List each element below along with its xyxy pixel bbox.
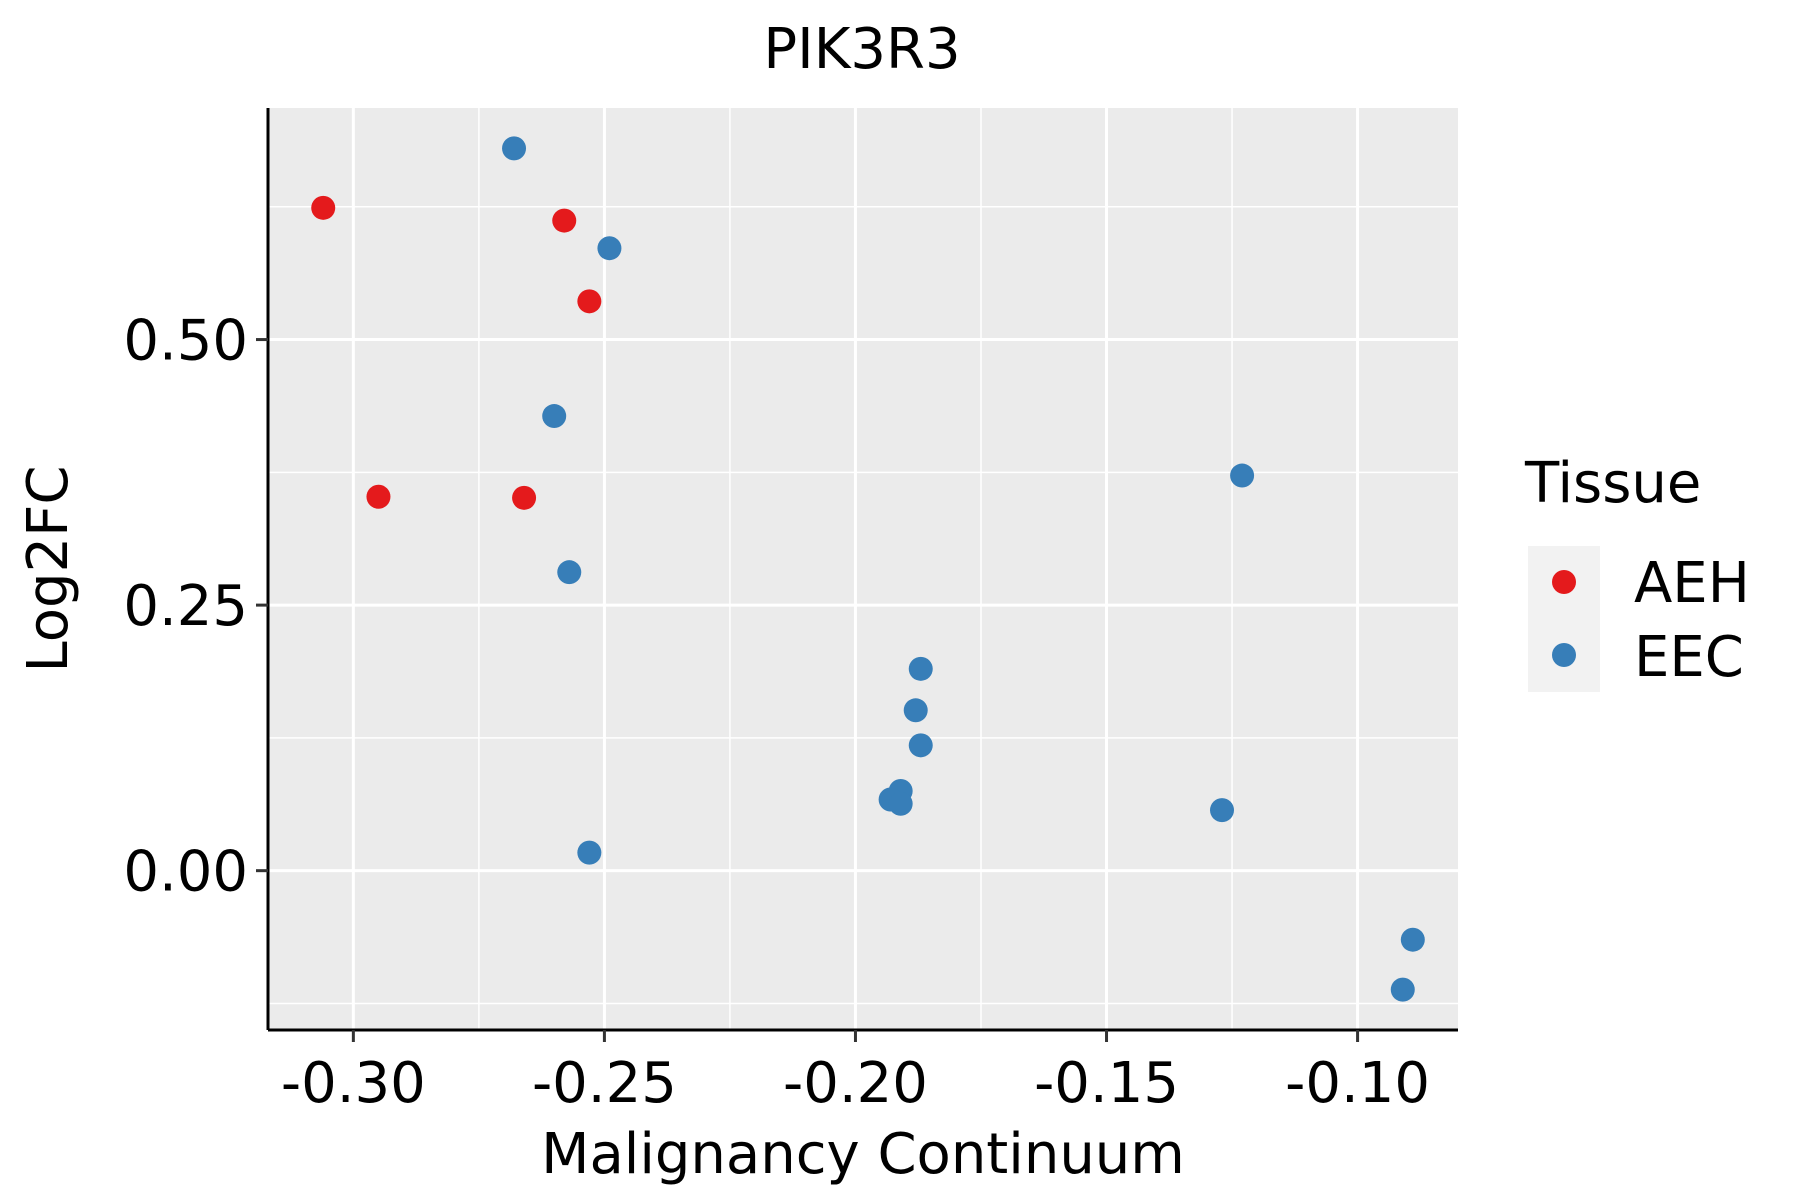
y-axis-ticks: 0.00 0.25 0.50 bbox=[123, 309, 268, 905]
major-gridlines bbox=[268, 108, 1458, 1030]
x-axis-label: Malignancy Continuum bbox=[541, 1122, 1185, 1187]
legend-key-background bbox=[1528, 546, 1600, 692]
legend: Tissue AEH EEC bbox=[1524, 451, 1750, 692]
point-eec bbox=[908, 656, 933, 681]
point-aeh bbox=[311, 195, 336, 220]
point-eec bbox=[888, 791, 913, 816]
x-tick-label: -0.30 bbox=[281, 1051, 426, 1116]
y-axis-label: Log2FC bbox=[16, 466, 81, 673]
x-tick-label: -0.15 bbox=[1034, 1051, 1179, 1116]
point-aeh bbox=[512, 485, 537, 510]
point-eec bbox=[557, 560, 582, 585]
point-aeh bbox=[577, 289, 602, 314]
x-tick-label: -0.20 bbox=[783, 1051, 928, 1116]
legend-key-aeh bbox=[1552, 570, 1576, 594]
point-eec bbox=[577, 840, 602, 865]
point-eec bbox=[908, 733, 933, 758]
x-axis-ticks: -0.30 -0.25 -0.20 -0.15 -0.10 bbox=[281, 1030, 1430, 1116]
legend-label-aeh: AEH bbox=[1634, 551, 1750, 616]
y-tick-label: 0.25 bbox=[123, 574, 248, 639]
point-eec bbox=[903, 698, 928, 723]
plot-panel bbox=[268, 108, 1458, 1030]
legend-title: Tissue bbox=[1524, 451, 1701, 516]
point-aeh bbox=[366, 484, 391, 509]
x-tick-label: -0.10 bbox=[1285, 1051, 1430, 1116]
point-eec bbox=[542, 404, 567, 429]
legend-key-eec bbox=[1552, 643, 1576, 667]
point-aeh bbox=[552, 208, 577, 233]
point-eec bbox=[502, 136, 527, 161]
point-eec bbox=[1230, 463, 1255, 488]
x-tick-label: -0.25 bbox=[532, 1051, 677, 1116]
point-eec bbox=[1210, 798, 1235, 823]
legend-label-eec: EEC bbox=[1634, 625, 1744, 690]
point-eec bbox=[1390, 977, 1415, 1002]
y-tick-label: 0.50 bbox=[123, 309, 248, 374]
chart-title: PIK3R3 bbox=[763, 17, 960, 82]
point-eec bbox=[1400, 927, 1425, 952]
y-tick-label: 0.00 bbox=[123, 840, 248, 905]
minor-gridlines bbox=[268, 108, 1458, 1030]
point-eec bbox=[597, 236, 622, 261]
data-points bbox=[311, 136, 1425, 1002]
